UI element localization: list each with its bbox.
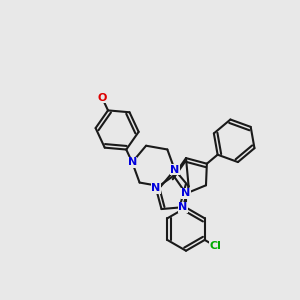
Text: N: N [178, 202, 188, 212]
Text: N: N [128, 157, 137, 167]
Text: N: N [182, 188, 190, 199]
Text: N: N [170, 165, 179, 175]
Text: Cl: Cl [210, 242, 222, 251]
Text: N: N [151, 183, 160, 193]
Text: O: O [98, 93, 107, 103]
